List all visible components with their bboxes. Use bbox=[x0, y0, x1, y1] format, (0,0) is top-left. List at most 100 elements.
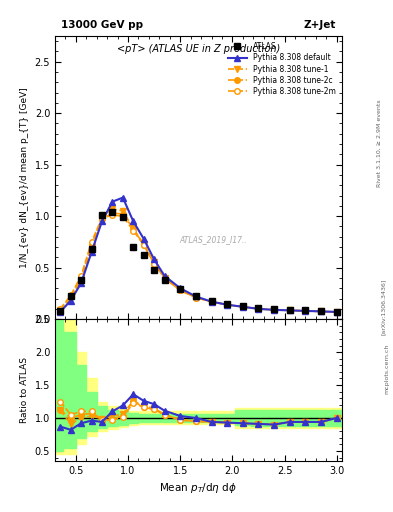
Pythia 8.308 tune-1 bbox=[225, 302, 230, 308]
Pythia 8.308 tune-1 bbox=[272, 307, 276, 313]
Pythia 8.308 default bbox=[272, 307, 276, 313]
Pythia 8.308 tune-2c bbox=[225, 302, 230, 308]
Pythia 8.308 tune-2m bbox=[79, 273, 83, 279]
Pythia 8.308 tune-2c bbox=[131, 225, 136, 231]
Pythia 8.308 default bbox=[287, 307, 292, 313]
Pythia 8.308 tune-2m bbox=[334, 309, 339, 315]
Pythia 8.308 tune-1 bbox=[89, 244, 94, 250]
Pythia 8.308 tune-2m bbox=[287, 307, 292, 313]
Pythia 8.308 tune-1 bbox=[303, 308, 308, 314]
Pythia 8.308 tune-2c bbox=[99, 216, 104, 222]
Pythia 8.308 tune-2m bbox=[225, 302, 230, 308]
Pythia 8.308 default bbox=[162, 273, 167, 279]
Pythia 8.308 tune-1 bbox=[141, 241, 146, 247]
Line: Pythia 8.308 tune-2c: Pythia 8.308 tune-2c bbox=[57, 210, 340, 315]
Pythia 8.308 tune-2c bbox=[193, 294, 198, 301]
Pythia 8.308 tune-2m bbox=[256, 306, 261, 312]
Pythia 8.308 tune-2m bbox=[131, 227, 136, 233]
Pythia 8.308 tune-2c bbox=[79, 275, 83, 281]
Text: mcplots.cern.ch: mcplots.cern.ch bbox=[385, 344, 389, 394]
Pythia 8.308 tune-2m bbox=[272, 307, 276, 313]
Text: <pT> (ATLAS UE in Z production): <pT> (ATLAS UE in Z production) bbox=[117, 45, 280, 54]
Pythia 8.308 tune-2m bbox=[303, 308, 308, 314]
X-axis label: Mean $p_T$/d$\eta$ d$\phi$: Mean $p_T$/d$\eta$ d$\phi$ bbox=[160, 481, 237, 495]
Pythia 8.308 tune-2c bbox=[272, 307, 276, 313]
Pythia 8.308 tune-2m bbox=[141, 242, 146, 248]
Pythia 8.308 tune-2c bbox=[110, 210, 115, 216]
Pythia 8.308 tune-2c bbox=[256, 306, 261, 312]
Pythia 8.308 tune-2c bbox=[121, 211, 125, 217]
Pythia 8.308 tune-2c bbox=[141, 242, 146, 248]
Pythia 8.308 default bbox=[241, 304, 245, 310]
Pythia 8.308 tune-2c bbox=[178, 287, 183, 293]
Pythia 8.308 default bbox=[256, 306, 261, 312]
Pythia 8.308 default bbox=[209, 298, 214, 305]
Text: [arXiv:1306.3436]: [arXiv:1306.3436] bbox=[381, 279, 386, 335]
Pythia 8.308 tune-2m bbox=[178, 287, 183, 293]
Pythia 8.308 default bbox=[303, 308, 308, 314]
Pythia 8.308 tune-1 bbox=[319, 308, 323, 314]
Pythia 8.308 tune-1 bbox=[99, 213, 104, 219]
Pythia 8.308 tune-2c bbox=[58, 307, 62, 313]
Pythia 8.308 tune-2m bbox=[209, 298, 214, 305]
Pythia 8.308 tune-1 bbox=[256, 306, 261, 312]
Pythia 8.308 tune-1 bbox=[193, 294, 198, 301]
Pythia 8.308 default bbox=[178, 285, 183, 291]
Pythia 8.308 default bbox=[319, 308, 323, 314]
Pythia 8.308 default bbox=[121, 195, 125, 201]
Pythia 8.308 tune-2m bbox=[152, 261, 156, 267]
Line: Pythia 8.308 tune-2m: Pythia 8.308 tune-2m bbox=[57, 212, 340, 315]
Text: Z+Jet: Z+Jet bbox=[304, 20, 336, 30]
Pythia 8.308 default bbox=[225, 302, 230, 308]
Text: 13000 GeV pp: 13000 GeV pp bbox=[61, 20, 143, 30]
Pythia 8.308 tune-2c bbox=[89, 241, 94, 247]
Pythia 8.308 default bbox=[334, 309, 339, 315]
Pythia 8.308 tune-2c bbox=[241, 304, 245, 310]
Pythia 8.308 tune-2m bbox=[110, 212, 115, 218]
Pythia 8.308 tune-2c bbox=[334, 309, 339, 315]
Pythia 8.308 tune-2c bbox=[287, 307, 292, 313]
Pythia 8.308 tune-2m bbox=[241, 304, 245, 310]
Line: Pythia 8.308 tune-1: Pythia 8.308 tune-1 bbox=[57, 206, 340, 315]
Pythia 8.308 tune-1 bbox=[209, 298, 214, 305]
Pythia 8.308 tune-1 bbox=[152, 260, 156, 266]
Pythia 8.308 tune-1 bbox=[79, 277, 83, 283]
Legend: ATLAS, Pythia 8.308 default, Pythia 8.308 tune-1, Pythia 8.308 tune-2c, Pythia 8: ATLAS, Pythia 8.308 default, Pythia 8.30… bbox=[226, 39, 338, 98]
Pythia 8.308 tune-1 bbox=[162, 275, 167, 281]
Pythia 8.308 default bbox=[58, 309, 62, 315]
Pythia 8.308 tune-2m bbox=[58, 306, 62, 312]
Pythia 8.308 tune-1 bbox=[131, 225, 136, 231]
Pythia 8.308 tune-1 bbox=[178, 287, 183, 293]
Line: Pythia 8.308 default: Pythia 8.308 default bbox=[57, 195, 340, 315]
Y-axis label: 1/N_{ev} dN_{ev}/d mean p_{T} [GeV]: 1/N_{ev} dN_{ev}/d mean p_{T} [GeV] bbox=[20, 87, 29, 268]
Pythia 8.308 tune-2m bbox=[89, 239, 94, 245]
Pythia 8.308 tune-2c bbox=[319, 308, 323, 314]
Pythia 8.308 tune-1 bbox=[287, 307, 292, 313]
Pythia 8.308 tune-2c bbox=[68, 293, 73, 300]
Pythia 8.308 tune-2m bbox=[99, 215, 104, 221]
Text: ATLAS_2019_I17..: ATLAS_2019_I17.. bbox=[179, 236, 247, 244]
Pythia 8.308 default bbox=[152, 257, 156, 263]
Pythia 8.308 default bbox=[193, 293, 198, 300]
Pythia 8.308 tune-2m bbox=[193, 294, 198, 301]
Pythia 8.308 tune-2c bbox=[162, 275, 167, 281]
Pythia 8.308 default bbox=[141, 236, 146, 242]
Pythia 8.308 tune-1 bbox=[121, 208, 125, 214]
Pythia 8.308 default bbox=[79, 280, 83, 286]
Pythia 8.308 default bbox=[131, 218, 136, 224]
Y-axis label: Ratio to ATLAS: Ratio to ATLAS bbox=[20, 357, 29, 423]
Pythia 8.308 tune-2m bbox=[162, 275, 167, 281]
Text: Rivet 3.1.10, ≥ 2.9M events: Rivet 3.1.10, ≥ 2.9M events bbox=[377, 99, 382, 187]
Pythia 8.308 tune-2c bbox=[152, 261, 156, 267]
Pythia 8.308 tune-1 bbox=[68, 295, 73, 302]
Pythia 8.308 default bbox=[99, 218, 104, 224]
Pythia 8.308 default bbox=[89, 249, 94, 255]
Pythia 8.308 tune-1 bbox=[241, 304, 245, 310]
Pythia 8.308 tune-1 bbox=[58, 307, 62, 313]
Pythia 8.308 default bbox=[110, 199, 115, 205]
Pythia 8.308 tune-1 bbox=[110, 206, 115, 212]
Pythia 8.308 tune-2m bbox=[319, 308, 323, 314]
Pythia 8.308 default bbox=[68, 297, 73, 304]
Pythia 8.308 tune-2m bbox=[121, 213, 125, 219]
Pythia 8.308 tune-2m bbox=[68, 292, 73, 298]
